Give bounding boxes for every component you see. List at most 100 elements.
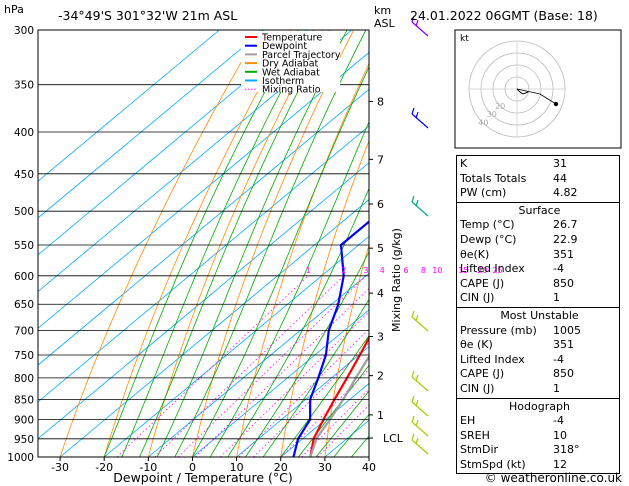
footer-credit: © weatheronline.co.uk xyxy=(485,471,622,485)
wet-adiabat-line xyxy=(280,334,369,457)
dewpoint-series-line xyxy=(292,220,369,457)
legend-item-label: Dewpoint xyxy=(262,41,307,52)
pressure-tick-label: 500 xyxy=(14,206,34,218)
header-datetime: 24.01.2022 06GMT (Base: 18) xyxy=(410,8,598,23)
pressure-tick-label: 800 xyxy=(14,373,34,385)
surface-label: Lifted Index xyxy=(460,262,525,276)
isotherm-line xyxy=(236,346,369,457)
km-tick-label: 8 xyxy=(377,95,384,108)
wind-barb-icon xyxy=(411,310,415,318)
surface-row: Dewp (°C) 22.9 xyxy=(460,233,619,248)
pressure-tick-label: 850 xyxy=(14,394,34,406)
hodograph-table: Hodograph EH -4 SREH 10 StmDir 318° StmSpd (kt)… xyxy=(456,398,620,475)
mixing-ratio-label: 1 xyxy=(306,266,311,275)
legend-item-label: Temperature xyxy=(261,33,322,44)
mixing-ratio-label: 2 xyxy=(341,266,346,275)
hodograph-kt-label: kt xyxy=(460,34,469,44)
mixing-ratio-label: 6 xyxy=(403,266,408,275)
hodograph-ring-label: 40 xyxy=(478,119,488,128)
temp-tick-label: 10 xyxy=(230,461,244,474)
surface-value: 850 xyxy=(553,276,574,290)
wind-barb-icon xyxy=(415,199,419,207)
dry-adiabat-line xyxy=(59,30,261,457)
hodograph-table-value: 318° xyxy=(553,443,580,457)
hodograph-table-label: StmDir xyxy=(460,443,499,457)
temp-tick-label: 0 xyxy=(189,461,196,474)
isotherm-line xyxy=(38,30,220,182)
temp-tick-label: 30 xyxy=(318,461,332,474)
temperature-series-line xyxy=(309,335,369,457)
pressure-tick-label: 650 xyxy=(14,299,34,311)
wind-barb-icon xyxy=(411,376,429,392)
km-tick-label: 2 xyxy=(377,370,384,383)
most-unstable-row: Lifted Index -4 xyxy=(460,353,619,368)
wind-barb-icon xyxy=(415,314,419,322)
surface-row: Temp (°C) 26.7 xyxy=(460,218,619,233)
index-label: PW (cm) xyxy=(460,186,507,200)
x-axis-title: Dewpoint / Temperature (°C) xyxy=(113,470,292,485)
pressure-tick-label: 300 xyxy=(14,25,34,37)
mixing-ratio-label: 25 xyxy=(492,266,502,275)
isotherm-line xyxy=(148,272,369,457)
hodograph-table-row: StmDir 318° xyxy=(460,443,619,458)
wind-barb-icon xyxy=(415,19,419,27)
pressure-tick-label: 350 xyxy=(14,80,34,92)
index-value: 44 xyxy=(553,171,567,185)
hodograph-table-label: StmSpd (kt) xyxy=(460,457,526,471)
storm-motion-marker xyxy=(553,101,559,107)
wind-barb-icon xyxy=(415,419,419,427)
most-unstable-value: 1005 xyxy=(553,323,581,337)
pressure-tick-label: 1000 xyxy=(7,452,34,464)
wind-barb-icon xyxy=(411,433,415,441)
index-label: K xyxy=(460,157,468,170)
index-label: Totals Totals xyxy=(460,171,527,185)
surface-row: CIN (J) 1 xyxy=(460,291,619,306)
isotherm-line xyxy=(38,88,369,366)
most-unstable-row: θe (K) 351 xyxy=(460,338,619,353)
index-value: 31 xyxy=(553,157,567,170)
surface-label: θe(K) xyxy=(460,247,490,261)
wind-barb-icon xyxy=(415,399,419,407)
hodograph-ring-label: 30 xyxy=(487,110,497,119)
most-unstable-title: Most Unstable xyxy=(500,308,579,322)
header-location: -34°49'S 301°32'W 21m ASL xyxy=(58,8,237,23)
asl-unit-label: ASL xyxy=(374,17,396,30)
mixing-ratio-line xyxy=(116,275,309,457)
hodograph-table-value: 10 xyxy=(553,428,567,442)
surface-value: -4 xyxy=(553,262,564,276)
km-tick-label: 1 xyxy=(377,409,384,422)
surface-value: 351 xyxy=(553,247,574,261)
most-unstable-value: 351 xyxy=(553,338,574,352)
isotherm-line xyxy=(38,30,353,293)
isotherm-line xyxy=(38,30,308,256)
hodograph-table-title: Hodograph xyxy=(509,399,570,413)
surface-row: CAPE (J) 850 xyxy=(460,277,619,292)
km-tick-label: 3 xyxy=(377,331,384,344)
most-unstable-row: Pressure (mb) 1005 xyxy=(460,324,619,339)
hodograph-table-label: EH xyxy=(460,414,476,428)
wind-barb-icon xyxy=(411,439,429,455)
mixing-ratio-line xyxy=(253,342,369,457)
surface-value: 22.9 xyxy=(553,232,578,246)
hodograph-table-value: -4 xyxy=(553,414,564,428)
isotherm-line xyxy=(38,162,369,440)
most-unstable-label: Lifted Index xyxy=(460,352,525,366)
temp-tick-label: -10 xyxy=(139,461,157,474)
legend-item-label: Isotherm xyxy=(262,76,304,87)
most-unstable-row: CIN (J) 1 xyxy=(460,382,619,397)
wind-barb-icon xyxy=(415,437,419,445)
most-unstable-value: 850 xyxy=(553,367,574,381)
wind-barb-icon xyxy=(411,401,429,417)
surface-row: θe(K) 351 xyxy=(460,248,619,263)
most-unstable-label: θe (K) xyxy=(460,338,493,352)
mixing-ratio-label: 10 xyxy=(432,266,442,275)
legend-item-label: Parcel Trajectory xyxy=(262,50,341,61)
wind-barb-icon xyxy=(411,421,429,437)
most-unstable-table: Most Unstable Pressure (mb) 1005 θe (K) 351 L… xyxy=(456,307,620,399)
hodograph-table-value: 12 xyxy=(553,457,567,471)
legend-box xyxy=(241,31,340,92)
parcel-trajectory-series-line xyxy=(309,354,369,457)
lcl-label: LCL xyxy=(383,432,404,445)
surface-value: 1 xyxy=(553,291,560,305)
